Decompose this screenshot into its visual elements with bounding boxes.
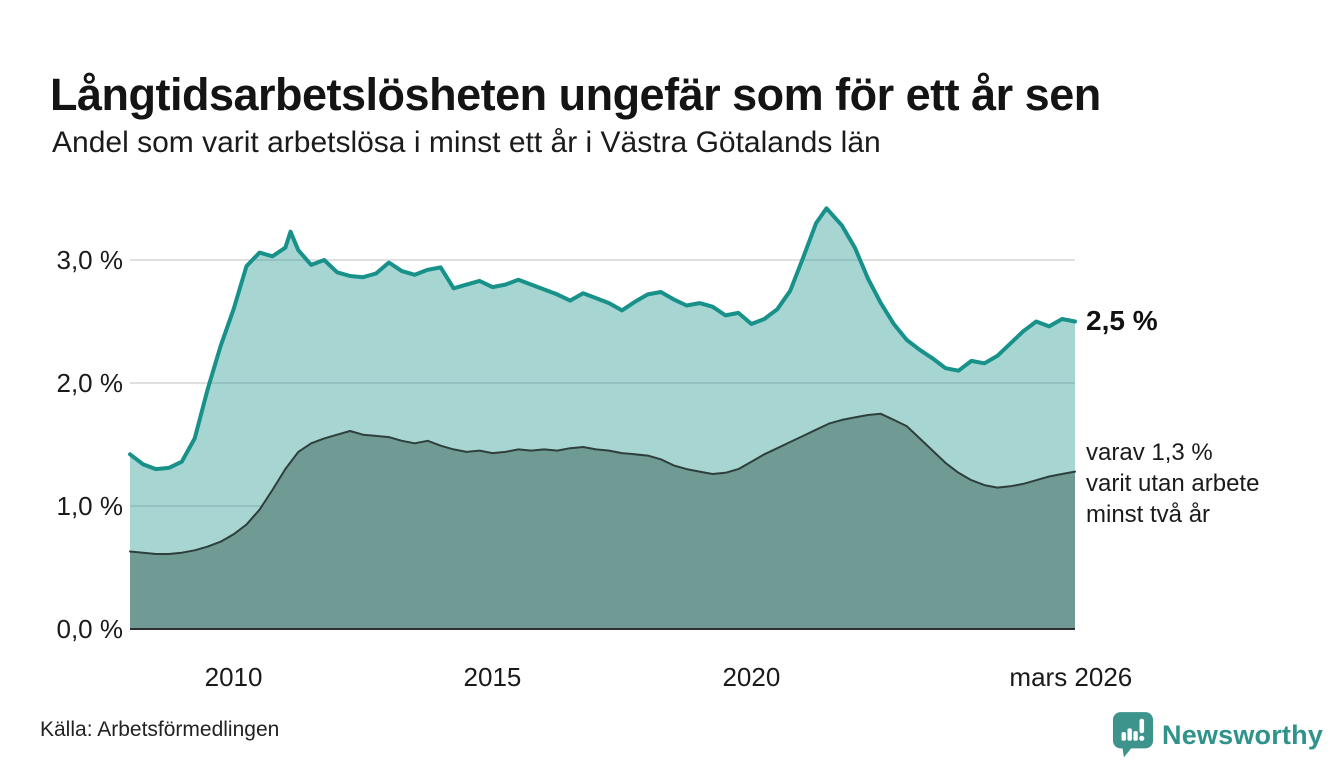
annotation-line-2: varit utan arbete <box>1086 470 1260 497</box>
arbetslosa_minst_ett_ar-line <box>128 206 1077 472</box>
y-tick-label: 1,0 % <box>56 491 124 521</box>
annotation-line-1: varav 1,3 % <box>1086 439 1213 466</box>
primary-series-end-value-label: 2,5 % <box>1086 304 1158 336</box>
source-note: Källa: Arbetsförmedlingen <box>40 718 280 741</box>
chart-subtitle: Andel som varit arbetslösa i minst ett å… <box>52 126 881 159</box>
x-tick-label: 2020 <box>722 662 781 692</box>
y-tick-label: 0,0 % <box>56 614 124 644</box>
chart-title: Långtidsarbetslösheten ungefär som för e… <box>50 69 1101 121</box>
arbetslosa_minst_tva_ar-area <box>130 413 1075 629</box>
x-tick-label: 2010 <box>204 662 263 692</box>
x-tick-label: mars 2026 <box>1009 662 1133 692</box>
y-tick-label: 2,0 % <box>56 368 124 398</box>
x-tick-label: 2015 <box>463 662 522 692</box>
secondary-series-annotation: varav 1,3 % varit utan arbete minst två … <box>1086 437 1259 530</box>
newsworthy-logo: Newsworthy <box>1112 710 1323 760</box>
newsworthy-bubble-chart-icon <box>1112 712 1154 758</box>
newsworthy-wordmark: Newsworthy <box>1162 719 1324 750</box>
arbetslosa_minst_tva_ar-line <box>129 412 1076 555</box>
annotation-line-3: minst två år <box>1086 501 1211 528</box>
y-tick-label: 3,0 % <box>56 245 124 275</box>
